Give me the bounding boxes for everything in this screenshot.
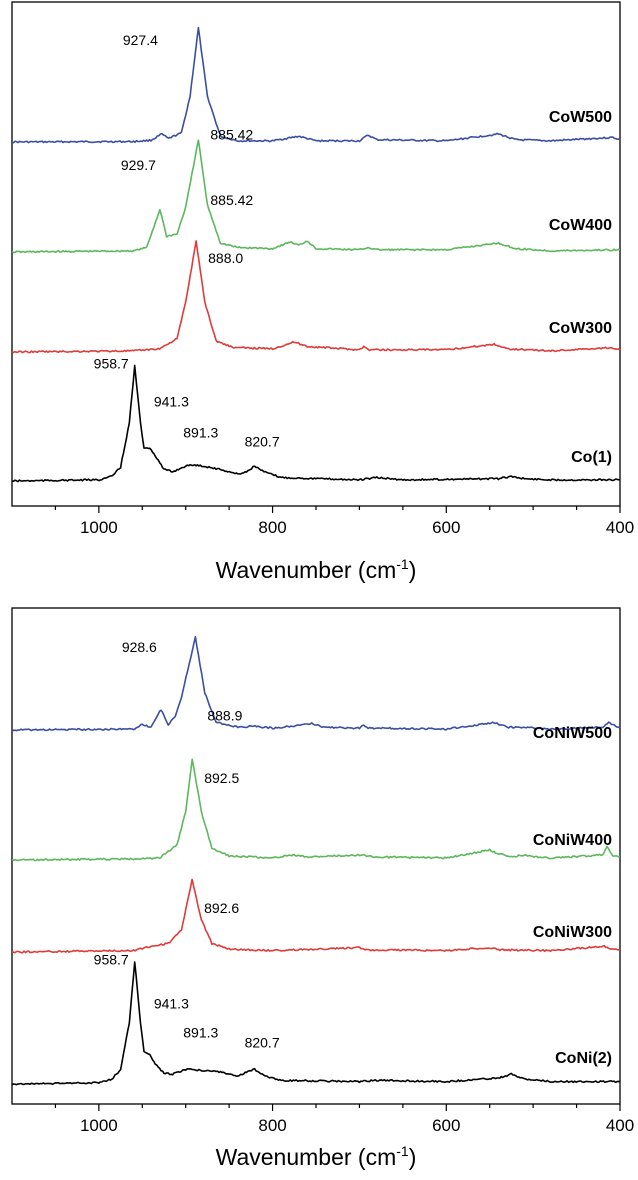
series-name-label: CoNi(2)	[555, 1050, 612, 1067]
series-line-coniw500	[11, 636, 621, 732]
panel-cow-spectra: 1000 800 600 400 CoW500 927.4 885.42 CoW400 929…	[11, 1, 634, 583]
peak-position-label: 928.6	[122, 639, 157, 655]
peak-position-label: 891.3	[183, 1025, 218, 1041]
x-tick-label: 600	[432, 1116, 460, 1135]
peak-position-label: 892.5	[204, 770, 239, 786]
series-line-coniw400	[11, 758, 620, 862]
series-line-co-1-	[12, 364, 621, 483]
peak-position-label: 820.7	[245, 1034, 280, 1050]
series-line-coni-2-	[11, 961, 621, 1086]
series-name-label: CoW300	[549, 320, 612, 337]
peak-position-label: 892.6	[204, 900, 239, 916]
x-tick-label: 400	[606, 518, 634, 537]
peak-position-label: 885.42	[210, 192, 253, 208]
panel-coniw-spectra: 1000 800 600 400 CoNiW500 928.6 888.9 CoNiW400…	[11, 607, 634, 1170]
series-name-label: CoW500	[549, 109, 612, 126]
peak-position-label: 888.9	[207, 708, 242, 724]
spectra-labels: CoW500 927.4 885.42 CoW400 929.7 885.42 CoW300…	[94, 32, 612, 466]
x-tick-label: 1000	[80, 1116, 118, 1135]
peak-position-label: 888.0	[208, 250, 243, 266]
peak-position-label: 929.7	[121, 157, 156, 173]
x-axis-ticks: 1000 800 600 400	[54, 1104, 634, 1135]
peak-position-label: 927.4	[123, 32, 158, 48]
series-line-cow500	[11, 26, 621, 144]
plot-frame	[11, 1, 621, 507]
spectra-labels: CoNiW500 928.6 888.9 CoNiW400 892.5 CoNiW300 8…	[94, 639, 612, 1067]
series-line-cow300	[11, 240, 621, 354]
x-tick-label: 400	[606, 1116, 634, 1135]
peak-position-label: 958.7	[94, 355, 129, 371]
peak-position-label: 820.7	[245, 434, 280, 450]
peak-position-label: 885.42	[210, 127, 253, 143]
peak-position-label: 891.3	[183, 424, 218, 440]
series-name-label: Co(1)	[571, 449, 612, 466]
spectra-traces	[11, 26, 621, 483]
series-name-label: CoNiW400	[533, 832, 612, 849]
series-line-coniw300	[11, 878, 620, 954]
series-name-label: CoW400	[549, 217, 612, 234]
series-line-cow400	[11, 139, 621, 254]
x-axis-title: Wavenumber (cm-1)	[216, 556, 417, 583]
x-tick-label: 1000	[80, 518, 118, 537]
x-axis-title: Wavenumber (cm-1)	[216, 1143, 417, 1170]
x-tick-label: 600	[432, 518, 460, 537]
spectra-traces	[11, 636, 621, 1086]
x-tick-label: 800	[258, 518, 286, 537]
x-tick-label: 800	[258, 1116, 286, 1135]
peak-position-label: 941.3	[154, 995, 189, 1011]
series-name-label: CoNiW300	[533, 924, 612, 941]
peak-position-label: 958.7	[94, 951, 129, 967]
x-axis-ticks: 1000 800 600 400	[54, 506, 634, 537]
peak-position-label: 941.3	[154, 393, 189, 409]
series-name-label: CoNiW500	[533, 725, 612, 742]
